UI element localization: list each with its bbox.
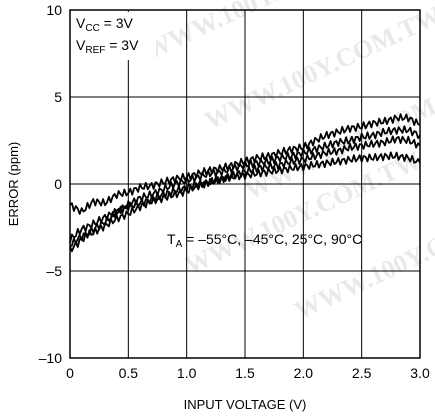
legend-background [72,12,156,60]
vref-sub: REF [85,45,105,56]
ta-main: T [167,231,176,247]
y-tick-label: –10 [39,350,63,366]
x-tick-label: 2.5 [352,365,372,381]
temperature-annotation: TA = –55°C, –45°C, 25°C, 90°C [167,231,362,250]
condition-legend: VCC = 3V VREF = 3V [72,12,156,60]
y-axis-label: ERROR (ppm) [6,142,21,227]
y-tick-labels: 10 5 0 –5 –10 [39,2,63,366]
y-tick-label: 0 [54,176,62,192]
vref-main: V [76,37,86,53]
x-tick-label: 2.0 [294,365,314,381]
vref-annotation: VREF = 3V [76,37,139,56]
x-tick-label: 3.0 [410,365,430,381]
series-line-2 [69,125,421,253]
series-line-4 [69,151,421,244]
y-tick-label: –5 [46,263,62,279]
vref-rest: = 3V [105,37,139,53]
y-tick-label: 10 [46,2,62,18]
vcc-rest: = 3V [100,15,134,31]
series-line-3 [69,135,421,247]
x-tick-label: 0.5 [119,365,139,381]
y-tick-label: 5 [54,89,62,105]
ta-rest: = –55°C, –45°C, 25°C, 90°C [182,231,362,247]
vcc-sub: CC [85,23,99,34]
ta-sub: A [176,239,183,250]
grid [70,10,420,358]
vcc-annotation: VCC = 3V [76,15,134,34]
x-tick-label: 1.5 [235,365,255,381]
series-group [69,113,421,253]
plot-frame [69,9,421,359]
vcc-main: V [76,15,86,31]
x-tick-label: 0 [66,365,74,381]
x-axis-label: INPUT VOLTAGE (V) [184,397,307,412]
x-tick-label: 1.0 [177,365,197,381]
x-tick-labels: 0 0.5 1.0 1.5 2.0 2.5 3.0 [66,365,430,381]
